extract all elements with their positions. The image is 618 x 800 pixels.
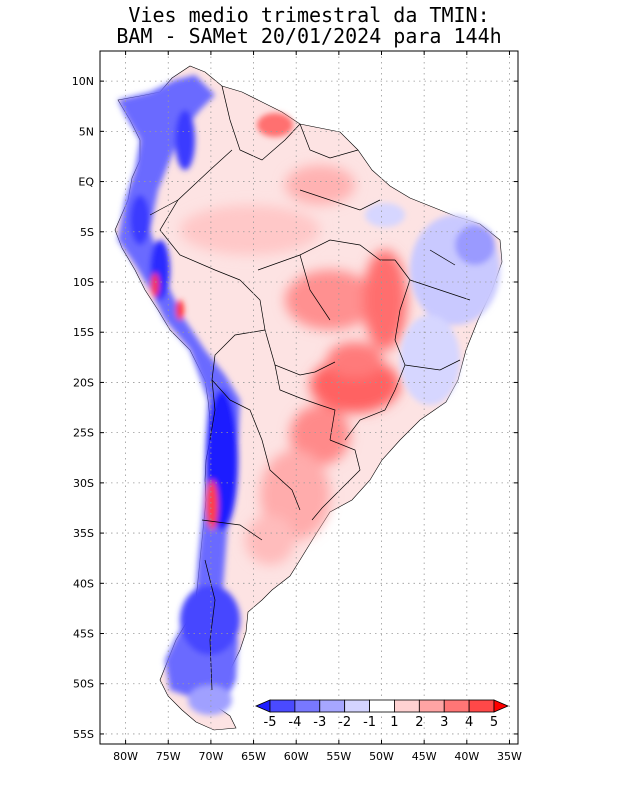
colorbar-label: -3: [313, 715, 326, 730]
y-tick-label: 20S: [73, 376, 94, 389]
map-title-line1: Vies medio trimestral da TMIN:: [128, 3, 490, 27]
colorbar-label: 2: [415, 715, 423, 730]
colorbar-swatch: [418, 699, 445, 713]
x-tick-label: 65W: [241, 750, 266, 763]
x-tick-label: 45W: [412, 750, 437, 763]
colorbar-label: 3: [440, 715, 448, 730]
colorbar-label: 1: [390, 715, 398, 730]
cool-bias-field: [118, 75, 500, 715]
x-tick-label: 80W: [113, 750, 138, 763]
x-tick-label: 75W: [156, 750, 181, 763]
y-tick-label: EQ: [78, 176, 94, 189]
warm-bias-field: [180, 165, 407, 565]
y-tick-label: 5N: [79, 125, 94, 138]
x-tick-label: 55W: [326, 750, 351, 763]
x-tick-label: 50W: [369, 750, 394, 763]
colorbar-swatch: [269, 699, 296, 713]
colorbar-swatch: [344, 699, 370, 713]
x-tick-label: 35W: [497, 750, 522, 763]
colorbar-swatch: [394, 699, 420, 713]
map-grid: [100, 51, 518, 744]
y-tick-label: 10N: [72, 75, 94, 88]
x-tick-label: 60W: [284, 750, 309, 763]
y-tick-label: 40S: [73, 577, 94, 590]
colorbar-label: -2: [338, 715, 351, 730]
y-tick-label: 50S: [73, 678, 94, 691]
y-tick-label: 10S: [73, 276, 94, 289]
colorbar-swatch: [369, 699, 395, 713]
y-tick-label: 35S: [73, 527, 94, 540]
colorbar: -5 -4 -3 -2 -1 1 2 3 4 5: [254, 699, 510, 730]
x-axis-ticks: 80W 75W 70W 65W 60W 55W 50W 45W 40W 35W: [113, 51, 522, 763]
colorbar-label: -4: [288, 715, 301, 730]
colorbar-arrow-high: [493, 699, 510, 713]
map-title-line2: BAM - SAMet 20/01/2024 para 144h: [116, 24, 502, 48]
colorbar-label: -5: [264, 715, 277, 730]
y-tick-label: 5S: [80, 226, 94, 239]
y-tick-label: 30S: [73, 477, 94, 490]
colorbar-label: 5: [490, 715, 498, 730]
plot-frame: [99, 50, 519, 745]
colorbar-swatch: [468, 699, 495, 713]
colorbar-swatch: [294, 699, 321, 713]
x-tick-label: 40W: [454, 750, 479, 763]
y-tick-label: 15S: [73, 326, 94, 339]
y-axis-ticks: 10N 5N EQ 5S 10S 15S 20S 25S 30S 35S 40S 45S 50S 55S: [72, 75, 518, 741]
x-tick-label: 70W: [198, 750, 223, 763]
country-borders: [149, 85, 471, 691]
colorbar-swatch: [443, 699, 470, 713]
colorbar-label: 4: [465, 715, 473, 730]
y-tick-label: 25S: [73, 427, 94, 440]
y-tick-label: 55S: [73, 728, 94, 741]
colorbar-swatch: [319, 699, 346, 713]
colorbar-label: -1: [363, 715, 376, 730]
y-tick-label: 45S: [73, 628, 94, 641]
